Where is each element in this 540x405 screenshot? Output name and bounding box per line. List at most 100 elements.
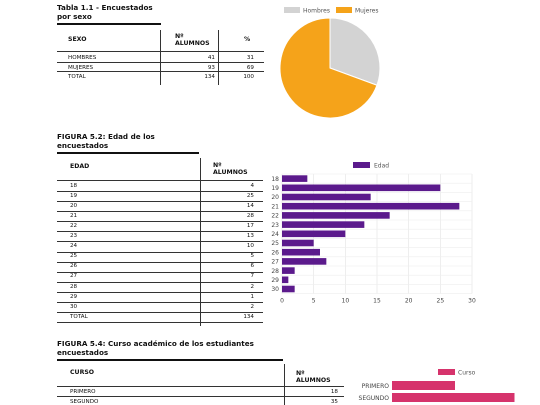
age-category-25: 25	[271, 240, 279, 247]
age-category-30: 30	[271, 286, 279, 293]
age-bar-29	[282, 276, 289, 284]
table2-row-count: 134	[243, 313, 254, 320]
table3-title-rule	[57, 359, 283, 361]
table2-row-count: 10	[246, 243, 254, 250]
age-x-tick: 25	[437, 298, 445, 305]
table2-header-alumnos-l1: Nº	[213, 162, 222, 169]
table2-row-count: 25	[246, 193, 254, 200]
table1-row-total-pct: 100	[243, 74, 254, 80]
pie-legend-label: Mujeres	[355, 8, 379, 15]
table2-title-line2: encuestados	[57, 140, 109, 150]
table2-row-label: 18	[70, 183, 78, 189]
table2-row-label: 27	[70, 273, 78, 280]
age-x-tick: 20	[405, 298, 413, 305]
table2-row-count: 7	[250, 273, 254, 280]
table1-col-sep1	[160, 30, 161, 85]
age-category-29: 29	[271, 277, 279, 284]
table2-row-label: 25	[70, 253, 78, 260]
course-bar-chart: Curso PRIMERO SEGUNDO	[359, 369, 515, 402]
age-bar-18	[282, 175, 308, 182]
course-bars	[392, 381, 515, 402]
table1-header-alumnos-l2: ALUMNOS	[175, 40, 210, 47]
age-x-tick-labels: 0 5 10 15 20 25 30	[280, 298, 476, 305]
table2-row-count: 28	[246, 213, 254, 220]
table1-row-hombres-label: HOMBRES	[68, 55, 97, 61]
table2-row-rule	[57, 321, 263, 323]
table3-title-line2: encuestados	[57, 347, 109, 357]
table1-row-hombres-count: 41	[207, 55, 215, 61]
age-bars	[282, 175, 460, 293]
age-bar-19	[282, 184, 441, 192]
table2-row-label: 30	[70, 303, 78, 310]
table3-row-primero-label: PRIMERO	[70, 389, 96, 395]
age-bar-20	[282, 193, 371, 201]
table1-header-pct: %	[244, 36, 251, 43]
table3-title-line1: FIGURA 5.4: Curso académico de los estud…	[57, 339, 254, 348]
table2-row-rule	[57, 251, 263, 253]
table2-row-rule	[57, 201, 263, 202]
pie-slice-hombres	[329, 17, 381, 86]
table2-row-label: 23	[70, 233, 78, 240]
age-category-22: 22	[271, 213, 279, 220]
table3-row-primero-count: 18	[330, 389, 338, 395]
table2-row-rule	[57, 221, 263, 222]
table3-rule-top	[57, 386, 344, 387]
table1-title: Tabla 1.1 - Encuestados por sexo	[57, 3, 153, 21]
table2-row-rule	[57, 231, 263, 232]
table2-row-rule	[57, 211, 263, 212]
age-category-27: 27	[271, 259, 279, 266]
table2-row-label: TOTAL	[70, 313, 88, 320]
table2-row-label: 28	[70, 283, 78, 290]
table2-row-count: 1	[250, 293, 254, 300]
table3-header-curso: CURSO	[70, 369, 95, 376]
table2-row-rule	[57, 261, 263, 263]
age-x-tick: 5	[312, 298, 316, 305]
age-legend-label: Edad	[374, 163, 389, 170]
age-bar-23	[282, 221, 365, 228]
age-bar-25	[282, 239, 314, 247]
age-x-tick: 15	[373, 298, 381, 305]
table3-col-sep	[284, 364, 285, 405]
table1-title-line1: Tabla 1.1 - Encuestados	[57, 3, 153, 12]
table2-row-label: 22	[70, 223, 78, 230]
table2-row-count: 5	[250, 253, 254, 260]
table3-rule-1	[57, 396, 344, 397]
table2-header-alumnos: Nº ALUMNOS	[213, 162, 248, 176]
age-x-tick: 30	[468, 298, 476, 305]
age-legend: Edad	[353, 162, 389, 170]
age-category-26: 26	[271, 249, 279, 256]
table2-title: FIGURA 5.2: Edad de los encuestados	[57, 132, 155, 150]
table2-row-label: 26	[70, 263, 78, 270]
age-bar-21	[282, 202, 460, 210]
table2-rule-top	[57, 180, 263, 181]
age-category-28: 28	[271, 268, 279, 275]
pie-legend-swatch	[336, 7, 352, 13]
pie-legend-label: Hombres	[303, 8, 330, 15]
pie-chart: Hombres Mujeres	[279, 7, 381, 119]
table2-row-rule	[57, 281, 263, 283]
course-bar-segundo	[392, 393, 515, 402]
course-bar-primero	[392, 381, 455, 390]
course-legend-label: Curso	[458, 370, 476, 377]
table1-title-rule	[57, 23, 161, 25]
course-legend: Curso	[438, 369, 476, 377]
table2-row-count: 2	[250, 283, 254, 290]
age-x-tick: 0	[280, 298, 284, 305]
pie-slice-mujeres	[279, 17, 378, 119]
age-bar-26	[282, 248, 320, 256]
table1-col-sep2	[218, 30, 219, 85]
table2-row-count: 17	[246, 223, 254, 230]
table3-row-segundo-count: 35	[330, 399, 338, 405]
age-legend-swatch	[353, 162, 370, 168]
table2-row-rule	[57, 271, 263, 273]
course-legend-swatch	[438, 369, 455, 375]
age-category-18: 18	[271, 176, 279, 183]
table1-row-mujeres-pct: 69	[246, 64, 254, 71]
age-bar-30	[282, 285, 295, 293]
age-category-20: 20	[271, 194, 279, 201]
course-category-primero: PRIMERO	[362, 383, 390, 390]
table1-title-line2: por sexo	[57, 11, 92, 21]
table2-row-rule	[57, 301, 263, 303]
table2-row-label: 29	[70, 293, 78, 300]
age-bar-27	[282, 258, 327, 265]
